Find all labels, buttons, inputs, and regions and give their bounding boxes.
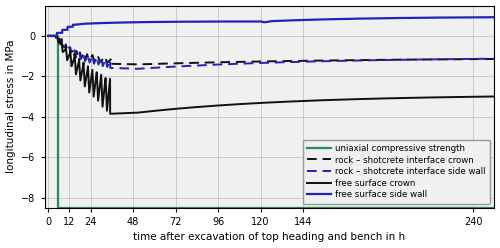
X-axis label: time after excavation of top heading and bench in h: time after excavation of top heading and…: [134, 232, 406, 243]
rock – shotcrete interface crown: [336, 59, 342, 62]
Line: rock – shotcrete interface side wall: rock – shotcrete interface side wall: [48, 36, 494, 69]
Line: free surface crown: free surface crown: [48, 36, 494, 114]
rock – shotcrete interface side wall: [448, 58, 454, 61]
rock – shotcrete interface crown: [468, 58, 474, 61]
uniaxial compressive strength: [56, 34, 62, 37]
free surface crown: [468, 95, 474, 98]
Line: uniaxial compressive strength: uniaxial compressive strength: [48, 36, 494, 208]
rock – shotcrete interface crown: [256, 60, 262, 63]
free surface crown: [492, 95, 498, 98]
free surface crown: [107, 112, 113, 115]
rock – shotcrete interface side wall: [134, 67, 140, 70]
free surface crown: [249, 102, 255, 105]
free surface side wall: [336, 18, 342, 21]
Line: rock – shotcrete interface crown: rock – shotcrete interface crown: [48, 36, 494, 64]
free surface side wall: [448, 16, 454, 19]
free surface crown: [448, 96, 454, 99]
rock – shotcrete interface side wall: [249, 62, 255, 65]
uniaxial compressive strength: [492, 206, 498, 209]
free surface side wall: [433, 16, 439, 19]
free surface crown: [45, 34, 51, 37]
Legend: uniaxial compressive strength, rock – shotcrete interface crown, rock – shotcret: uniaxial compressive strength, rock – sh…: [302, 140, 490, 204]
free surface crown: [433, 96, 439, 99]
free surface side wall: [492, 16, 498, 19]
free surface side wall: [249, 20, 255, 23]
rock – shotcrete interface crown: [492, 58, 498, 61]
Y-axis label: longitudinal stress in MPa: longitudinal stress in MPa: [6, 40, 16, 173]
rock – shotcrete interface side wall: [45, 34, 51, 37]
free surface crown: [256, 102, 262, 105]
rock – shotcrete interface side wall: [468, 58, 474, 61]
rock – shotcrete interface crown: [45, 34, 51, 37]
rock – shotcrete interface crown: [249, 60, 255, 63]
rock – shotcrete interface crown: [448, 58, 454, 61]
free surface side wall: [256, 20, 262, 23]
uniaxial compressive strength: [56, 206, 62, 209]
free surface side wall: [45, 34, 51, 37]
rock – shotcrete interface side wall: [256, 62, 262, 64]
uniaxial compressive strength: [45, 34, 51, 37]
rock – shotcrete interface crown: [433, 58, 439, 61]
rock – shotcrete interface side wall: [336, 60, 342, 62]
Line: free surface side wall: free surface side wall: [48, 17, 494, 36]
free surface crown: [336, 98, 342, 101]
rock – shotcrete interface crown: [134, 63, 140, 66]
rock – shotcrete interface side wall: [492, 57, 498, 60]
free surface side wall: [468, 16, 474, 19]
rock – shotcrete interface side wall: [433, 58, 439, 61]
